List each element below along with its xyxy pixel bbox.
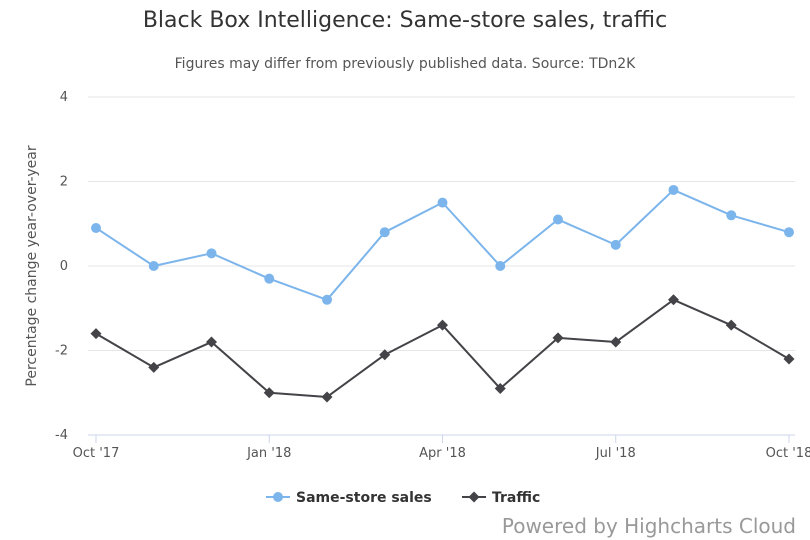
data-point[interactable] bbox=[668, 294, 679, 306]
data-point[interactable] bbox=[379, 227, 390, 238]
x-tick-label: Oct '17 bbox=[73, 446, 120, 461]
series-plot bbox=[90, 184, 795, 403]
data-point[interactable] bbox=[610, 239, 621, 250]
data-point[interactable] bbox=[206, 248, 217, 259]
series-traffic bbox=[90, 294, 795, 403]
data-point[interactable] bbox=[725, 319, 737, 331]
data-point[interactable] bbox=[148, 361, 160, 373]
data-point[interactable] bbox=[437, 319, 448, 331]
data-point[interactable] bbox=[668, 184, 679, 195]
x-tick-label: Jul '18 bbox=[595, 446, 636, 461]
data-point[interactable] bbox=[264, 273, 275, 284]
legend-item[interactable]: Same-store sales bbox=[266, 490, 432, 506]
data-point[interactable] bbox=[148, 261, 159, 271]
data-point[interactable] bbox=[437, 197, 448, 208]
y-tick-label: 2 bbox=[60, 175, 68, 190]
x-tick-labels: Oct '17 Jan '18 Apr '18 Jul '18 Oct '18 bbox=[73, 435, 810, 461]
legend[interactable]: Same-store sales Traffic bbox=[266, 490, 540, 506]
legend-marker bbox=[468, 491, 480, 503]
y-tick-labels: 4 2 0 -2 -4 bbox=[55, 90, 68, 443]
legend-label: Traffic bbox=[492, 490, 540, 506]
y-tick-label: 0 bbox=[60, 259, 68, 274]
data-point[interactable] bbox=[495, 261, 506, 271]
y-tick-label: 4 bbox=[60, 90, 68, 105]
data-point[interactable] bbox=[322, 294, 332, 305]
chart-subtitle: Figures may differ from previously publi… bbox=[174, 56, 636, 72]
data-point[interactable] bbox=[263, 387, 275, 399]
data-point[interactable] bbox=[90, 328, 102, 340]
data-point[interactable] bbox=[783, 353, 795, 365]
series-line bbox=[95, 298, 790, 398]
x-tick-label: Oct '18 bbox=[766, 446, 810, 461]
data-point[interactable] bbox=[494, 383, 506, 395]
data-point[interactable] bbox=[379, 349, 391, 361]
legend-marker bbox=[273, 492, 283, 502]
y-axis-title: Percentage change year-over-year bbox=[24, 145, 40, 386]
legend-item[interactable]: Traffic bbox=[462, 490, 540, 506]
data-point[interactable] bbox=[553, 214, 563, 225]
x-tick-label: Apr '18 bbox=[419, 446, 466, 461]
data-point[interactable] bbox=[784, 227, 794, 238]
chart-title: Black Box Intelligence: Same-store sales… bbox=[142, 8, 668, 33]
credits-text[interactable]: Powered by Highcharts Cloud bbox=[502, 514, 796, 538]
data-point[interactable] bbox=[552, 332, 564, 344]
legend-label: Same-store sales bbox=[296, 490, 432, 506]
series-same-store-sales bbox=[91, 184, 794, 305]
x-tick-label: Jan '18 bbox=[246, 446, 291, 461]
data-point[interactable] bbox=[321, 391, 333, 403]
y-tick-label: -4 bbox=[55, 428, 68, 443]
y-tick-label: -2 bbox=[55, 344, 68, 359]
data-point[interactable] bbox=[610, 336, 622, 348]
grid-lines bbox=[88, 96, 795, 436]
data-point[interactable] bbox=[726, 210, 737, 221]
data-point[interactable] bbox=[91, 222, 101, 233]
data-point[interactable] bbox=[206, 336, 217, 348]
